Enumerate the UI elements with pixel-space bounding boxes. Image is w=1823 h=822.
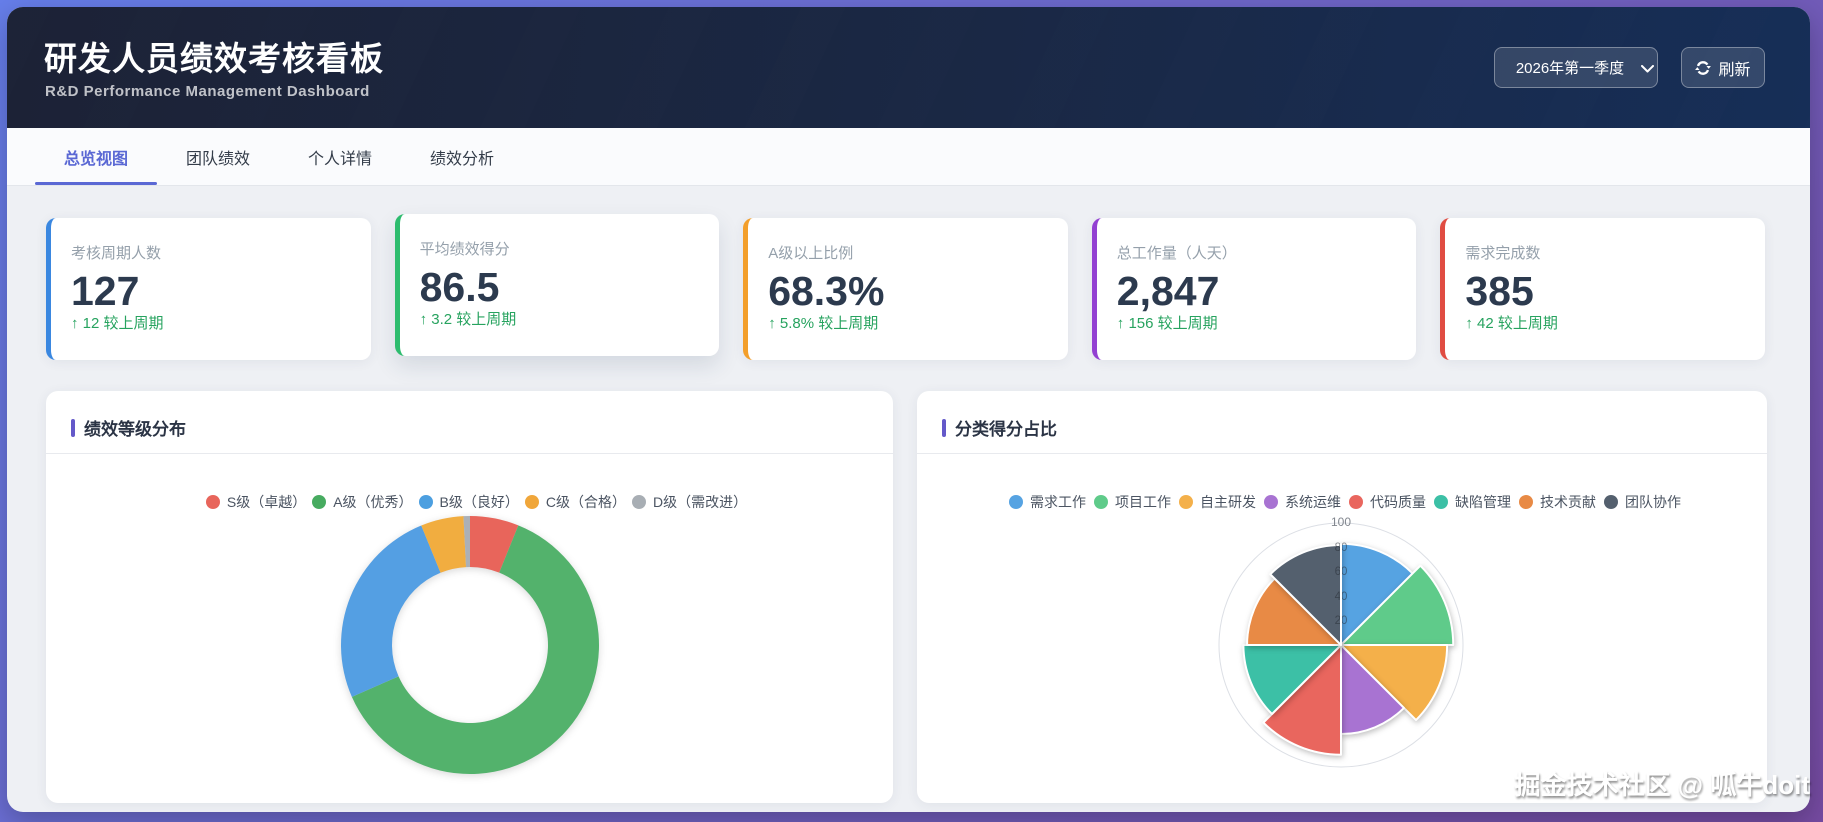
svg-text:100: 100 <box>1331 515 1351 529</box>
